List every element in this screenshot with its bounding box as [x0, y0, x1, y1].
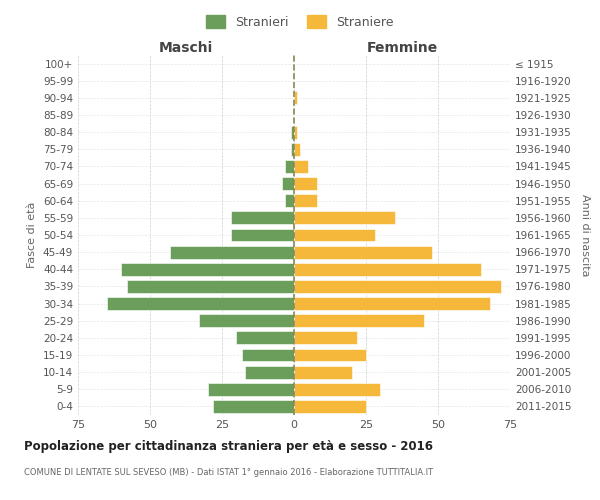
- Bar: [291, 126, 294, 138]
- Bar: [214, 400, 294, 413]
- Bar: [127, 280, 294, 293]
- Bar: [170, 246, 294, 258]
- Bar: [294, 263, 481, 276]
- Bar: [242, 348, 294, 362]
- Text: Popolazione per cittadinanza straniera per età e sesso - 2016: Popolazione per cittadinanza straniera p…: [24, 440, 433, 453]
- Bar: [199, 314, 294, 327]
- Bar: [294, 314, 424, 327]
- Bar: [294, 400, 366, 413]
- Bar: [294, 126, 297, 138]
- Bar: [294, 228, 374, 241]
- Bar: [294, 297, 490, 310]
- Bar: [294, 194, 317, 207]
- Bar: [121, 263, 294, 276]
- Legend: Stranieri, Straniere: Stranieri, Straniere: [203, 11, 397, 32]
- Bar: [294, 177, 317, 190]
- Y-axis label: Fasce di età: Fasce di età: [28, 202, 37, 268]
- Bar: [294, 383, 380, 396]
- Bar: [294, 143, 300, 156]
- Bar: [230, 212, 294, 224]
- Bar: [283, 177, 294, 190]
- Bar: [291, 143, 294, 156]
- Bar: [236, 332, 294, 344]
- Bar: [294, 212, 395, 224]
- Bar: [294, 92, 297, 104]
- Text: Maschi: Maschi: [159, 41, 213, 55]
- Bar: [294, 160, 308, 173]
- Bar: [294, 332, 358, 344]
- Bar: [230, 228, 294, 241]
- Bar: [286, 160, 294, 173]
- Text: COMUNE DI LENTATE SUL SEVESO (MB) - Dati ISTAT 1° gennaio 2016 - Elaborazione TU: COMUNE DI LENTATE SUL SEVESO (MB) - Dati…: [24, 468, 433, 477]
- Bar: [286, 194, 294, 207]
- Bar: [245, 366, 294, 378]
- Bar: [107, 297, 294, 310]
- Y-axis label: Anni di nascita: Anni di nascita: [580, 194, 590, 276]
- Bar: [294, 246, 432, 258]
- Text: Femmine: Femmine: [367, 41, 437, 55]
- Bar: [294, 366, 352, 378]
- Bar: [294, 348, 366, 362]
- Bar: [208, 383, 294, 396]
- Bar: [294, 280, 502, 293]
